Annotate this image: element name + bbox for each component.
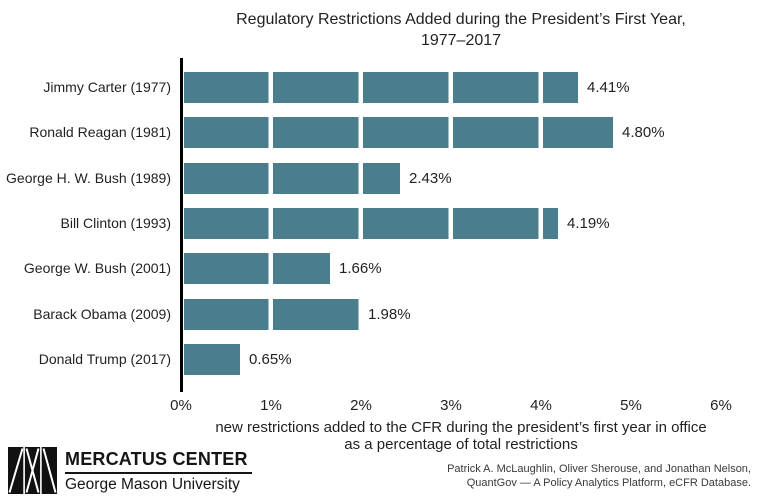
bar-value-label: 4.19% — [567, 215, 610, 232]
org-subtitle: George Mason University — [65, 476, 240, 493]
source-credit: Patrick A. McLaughlin, Oliver Sherouse, … — [447, 463, 751, 490]
bar-value-label: 4.41% — [587, 79, 630, 96]
y-axis-line — [180, 58, 183, 392]
y-axis-label: Ronald Reagan (1981) — [29, 124, 171, 140]
bar — [184, 253, 330, 284]
bar-value-label: 1.66% — [339, 260, 382, 277]
chart-title-line1: Regulatory Restrictions Added during the… — [236, 11, 686, 28]
bar — [184, 208, 558, 239]
x-axis-tick-label: 1% — [260, 397, 282, 414]
x-axis-tick-label: 4% — [530, 397, 552, 414]
bar-value-label: 1.98% — [368, 306, 411, 323]
org-divider — [65, 472, 252, 474]
bar — [184, 344, 240, 375]
y-axis-label: Jimmy Carter (1977) — [43, 79, 171, 95]
org-name: MERCATUS CENTER — [65, 449, 248, 469]
bar-value-label: 0.65% — [249, 351, 292, 368]
chart-title: Regulatory Restrictions Added during the… — [180, 9, 742, 51]
x-axis-label-line2: as a percentage of total restrictions — [344, 436, 578, 453]
x-axis-tick-label: 0% — [170, 397, 192, 414]
source-credit-line1: Patrick A. McLaughlin, Oliver Sherouse, … — [447, 463, 751, 475]
chart-title-line2: 1977–2017 — [420, 32, 502, 49]
y-axis-label: Barack Obama (2009) — [33, 306, 171, 322]
bar — [184, 117, 613, 148]
x-axis-label: new restrictions added to the CFR during… — [181, 419, 741, 453]
bar-value-label: 4.80% — [622, 124, 665, 141]
x-axis-tick-label: 2% — [350, 397, 372, 414]
x-axis-tick-label: 3% — [440, 397, 462, 414]
x-axis-label-line1: new restrictions added to the CFR during… — [215, 419, 707, 436]
bar-value-label: 2.43% — [409, 170, 452, 187]
bar — [184, 299, 359, 330]
mercatus-logo-icon — [8, 447, 57, 494]
y-axis-label: Donald Trump (2017) — [38, 351, 171, 367]
bar — [184, 72, 578, 103]
y-axis-label: Bill Clinton (1993) — [60, 215, 172, 231]
y-axis-label: George W. Bush (2001) — [23, 260, 171, 276]
x-axis-tick-label: 6% — [710, 397, 732, 414]
bar — [184, 163, 400, 194]
org-identity: MERCATUS CENTER George Mason University — [65, 449, 265, 494]
source-credit-line2: QuantGov — A Policy Analytics Platform, … — [466, 476, 751, 489]
y-axis-label: George H. W. Bush (1989) — [6, 170, 171, 186]
x-axis-tick-label: 5% — [620, 397, 642, 414]
